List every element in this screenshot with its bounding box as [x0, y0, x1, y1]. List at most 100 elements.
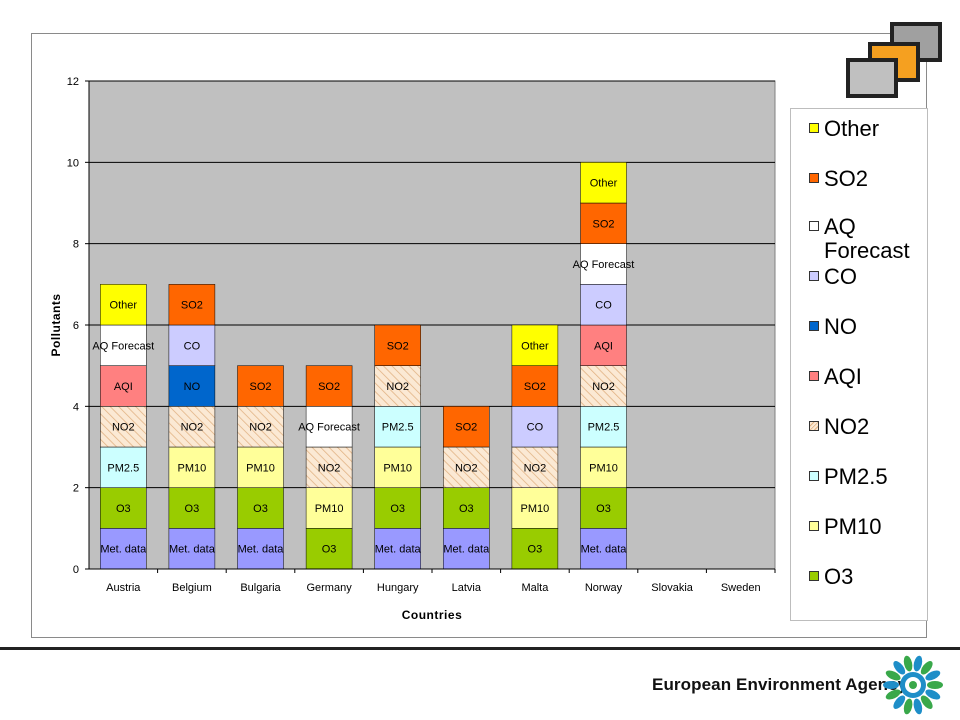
chart-legend: Other SO2 AQ Forecast CO NO AQI NO2 PM2.5 PM10 O3	[790, 108, 928, 621]
legend-label: PM2.5	[824, 464, 888, 489]
legend-label: AQI	[824, 364, 862, 389]
bar-segment-label: O3	[596, 503, 611, 515]
bar-segment-label: Other	[521, 340, 549, 352]
bar-segment-label: NO2	[181, 422, 204, 434]
bar-segment-label: AQI	[594, 340, 613, 352]
eea-logo-icon	[883, 655, 943, 715]
bar-segment-label: SO2	[387, 340, 409, 352]
bar-segment	[580, 446, 627, 488]
bar-segment-label: SO2	[318, 381, 340, 393]
legend-swatch	[809, 471, 819, 481]
bar-segment-label: SO2	[524, 381, 546, 393]
bar-segment	[100, 365, 147, 407]
logo-petal	[920, 661, 933, 675]
bar-segment-label: Met. data	[169, 544, 216, 556]
legend-label: NO2	[824, 414, 870, 439]
x-tick-label: Germany	[306, 582, 352, 594]
bar-segment	[580, 243, 627, 285]
bar-segment	[168, 284, 216, 326]
legend-swatch	[809, 173, 819, 183]
legend-label: SO2	[824, 166, 869, 191]
bar-segment	[237, 365, 284, 407]
bar-segment	[511, 487, 559, 529]
logo-petal	[927, 681, 943, 689]
bar-segment-label: PM2.5	[588, 422, 620, 434]
bar-segment	[305, 365, 353, 407]
y-tick-label: 10	[67, 157, 79, 169]
bar-segment	[168, 324, 216, 366]
bar-segment-label: Met. data	[375, 544, 422, 556]
legend-swatch	[809, 271, 819, 281]
bar-segment	[237, 406, 284, 448]
bar-segment	[374, 406, 421, 448]
logo-petal	[925, 689, 941, 700]
bar-segment-label: PM10	[521, 503, 550, 515]
bar-segment-label: SO2	[592, 218, 614, 230]
bar-segment	[168, 487, 216, 529]
bar-segment	[580, 528, 627, 570]
bar-segment	[443, 446, 490, 488]
logo-petal	[903, 655, 913, 672]
bar-segment-label: PM10	[246, 462, 275, 474]
bar-segment-label: Met. data	[443, 544, 490, 556]
legend-swatch	[809, 571, 819, 581]
bar-segment	[580, 162, 627, 204]
y-tick-label: 8	[73, 239, 79, 251]
bar-segment-label: AQ Forecast	[92, 340, 154, 352]
bar-segment	[443, 528, 490, 570]
bar-segment	[237, 528, 284, 570]
bar-segment	[237, 446, 284, 488]
legend-swatch	[809, 123, 819, 133]
bar-segment-label: NO	[184, 381, 201, 393]
bar-segment	[443, 487, 490, 529]
x-tick-label: Latvia	[452, 582, 482, 594]
bar-segment	[168, 406, 216, 448]
bar-segment	[374, 324, 421, 366]
legend-swatch	[809, 521, 819, 531]
x-tick-label: Austria	[106, 582, 141, 594]
logo-petal	[885, 689, 901, 700]
bar-segment	[237, 487, 284, 529]
bar-segment-label: NO2	[524, 462, 547, 474]
bar-segment	[580, 406, 627, 448]
decorative-squares-icon	[838, 18, 948, 106]
bar-segment-label: Met. data	[238, 544, 285, 556]
bar-segment-label: NO2	[112, 422, 135, 434]
bar-segment-label: CO	[184, 340, 201, 352]
logo-petal	[920, 695, 933, 709]
bar-segment-label: PM10	[383, 462, 412, 474]
bar-segment	[168, 528, 216, 570]
footer-divider	[0, 647, 960, 650]
bar-segment	[100, 446, 147, 488]
bar-segment	[100, 487, 147, 529]
bar-segment-label: NO2	[592, 381, 615, 393]
bar-segment-label: O3	[390, 503, 405, 515]
bar-segment-label: PM2.5	[107, 462, 139, 474]
bar-segment	[168, 446, 216, 488]
x-tick-label: Norway	[585, 582, 623, 594]
bar-segment-label: AQI	[114, 381, 133, 393]
bar-segment-label: O3	[185, 503, 200, 515]
logo-dot	[909, 681, 917, 689]
bar-segment	[100, 324, 147, 366]
x-tick-label: Belgium	[172, 582, 212, 594]
bar-segment-label: AQ Forecast	[298, 422, 360, 434]
legend-label: CO	[824, 264, 857, 289]
legend-swatch	[809, 321, 819, 331]
x-tick-label: Hungary	[377, 582, 419, 594]
bar-segment-label: NO2	[249, 422, 272, 434]
bar-segment-label: O3	[322, 544, 337, 556]
legend-label: Other	[824, 116, 880, 141]
bar-segment-label: NO2	[318, 462, 341, 474]
bar-segment-label: SO2	[181, 300, 203, 312]
bar-segment	[100, 406, 147, 448]
bar-segment	[511, 446, 559, 488]
x-tick-label: Sweden	[721, 582, 761, 594]
bar-segment	[511, 406, 559, 448]
bar-segment-label: AQ Forecast	[573, 259, 635, 271]
legend-swatch	[809, 371, 819, 381]
y-tick-label: 2	[73, 483, 79, 495]
bar-segment-label: CO	[595, 300, 612, 312]
x-tick-label: Bulgaria	[240, 582, 281, 594]
logo-petal	[913, 698, 923, 715]
